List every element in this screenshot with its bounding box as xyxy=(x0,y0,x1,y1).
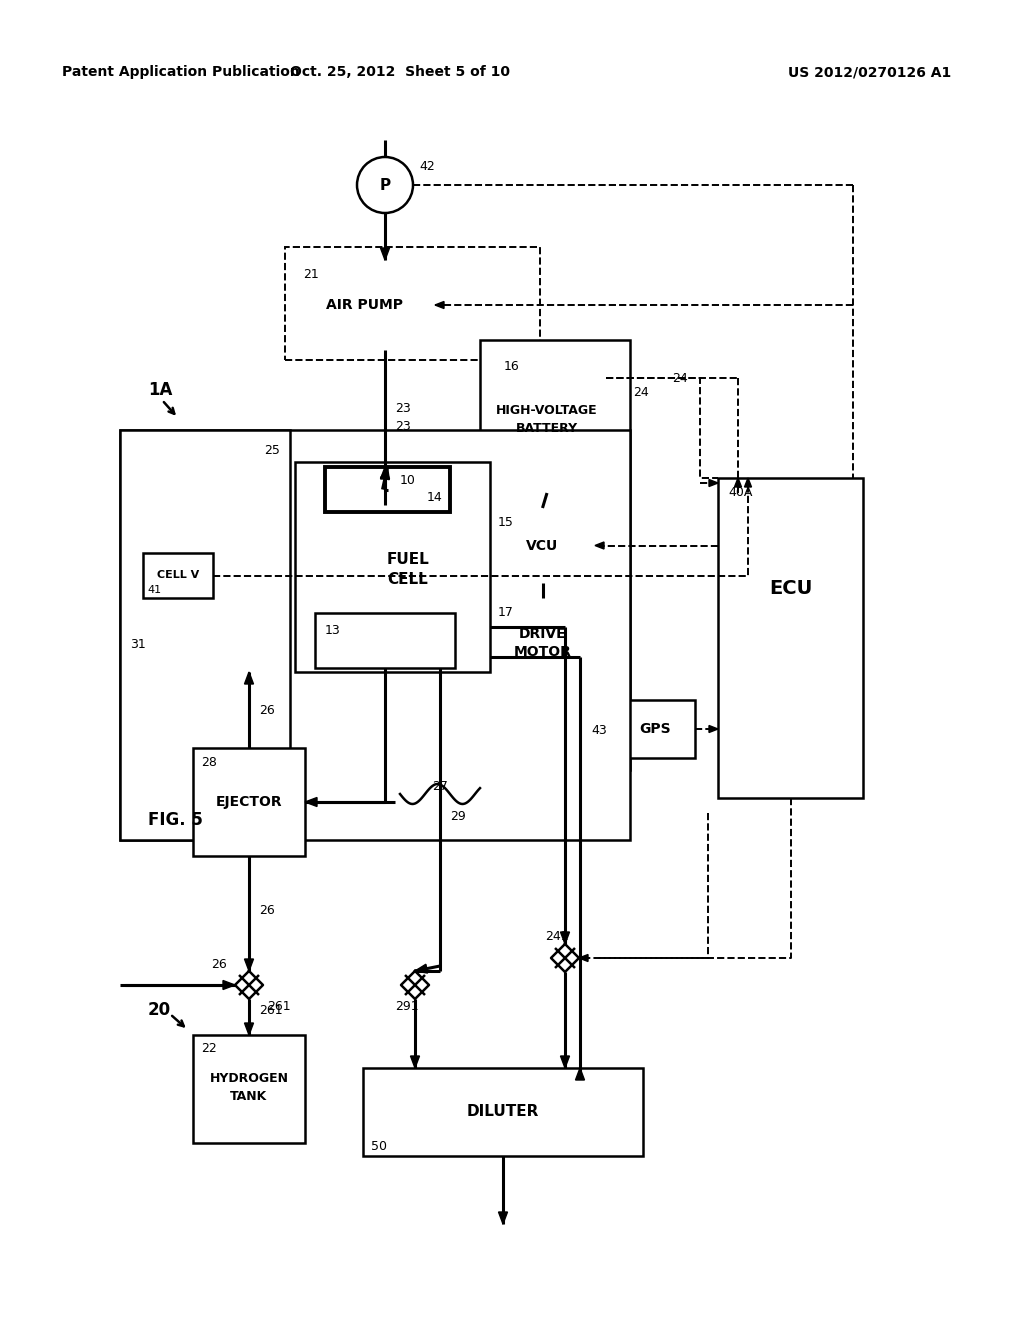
FancyBboxPatch shape xyxy=(490,598,595,688)
Text: P: P xyxy=(380,177,390,193)
Text: AIR PUMP: AIR PUMP xyxy=(327,298,403,312)
FancyBboxPatch shape xyxy=(143,553,213,598)
Text: 50: 50 xyxy=(371,1139,387,1152)
Polygon shape xyxy=(305,797,317,807)
FancyBboxPatch shape xyxy=(488,348,606,492)
Text: 43: 43 xyxy=(591,723,607,737)
Text: 23: 23 xyxy=(395,401,411,414)
Polygon shape xyxy=(734,478,741,487)
Polygon shape xyxy=(744,478,752,487)
Text: BATTERY: BATTERY xyxy=(516,422,579,436)
Text: Patent Application Publication: Patent Application Publication xyxy=(62,65,300,79)
FancyBboxPatch shape xyxy=(315,612,455,668)
Text: 15: 15 xyxy=(498,516,514,528)
Text: 28: 28 xyxy=(201,755,217,768)
Text: ECU: ECU xyxy=(769,578,812,598)
Text: VCU: VCU xyxy=(526,539,559,553)
Text: 261: 261 xyxy=(267,1001,291,1014)
Polygon shape xyxy=(415,964,428,973)
Polygon shape xyxy=(245,672,254,684)
Text: 26: 26 xyxy=(211,958,227,972)
Text: FUEL: FUEL xyxy=(386,552,429,566)
Text: 29: 29 xyxy=(450,809,466,822)
FancyBboxPatch shape xyxy=(120,430,290,840)
Polygon shape xyxy=(709,726,718,733)
Text: 241: 241 xyxy=(545,929,568,942)
FancyBboxPatch shape xyxy=(193,1035,305,1143)
Text: 1A: 1A xyxy=(148,381,172,399)
Text: GPS: GPS xyxy=(639,722,671,737)
FancyBboxPatch shape xyxy=(295,462,490,672)
FancyBboxPatch shape xyxy=(295,260,435,350)
Text: 20: 20 xyxy=(148,1001,171,1019)
Text: 31: 31 xyxy=(130,639,145,652)
Polygon shape xyxy=(411,1056,420,1068)
Text: 16: 16 xyxy=(504,359,520,372)
Text: 42: 42 xyxy=(419,161,435,173)
Text: 13: 13 xyxy=(325,624,341,638)
Polygon shape xyxy=(579,954,588,961)
FancyBboxPatch shape xyxy=(490,508,595,583)
Polygon shape xyxy=(245,960,254,972)
FancyBboxPatch shape xyxy=(362,1068,643,1156)
Text: MOTOR: MOTOR xyxy=(514,645,571,659)
Polygon shape xyxy=(381,467,389,479)
Polygon shape xyxy=(381,467,389,479)
Text: 14: 14 xyxy=(426,491,442,504)
FancyBboxPatch shape xyxy=(615,700,695,758)
Polygon shape xyxy=(575,1068,585,1080)
Text: 261: 261 xyxy=(259,1003,283,1016)
Text: 10: 10 xyxy=(399,474,416,487)
FancyBboxPatch shape xyxy=(120,430,630,840)
Text: Oct. 25, 2012  Sheet 5 of 10: Oct. 25, 2012 Sheet 5 of 10 xyxy=(290,65,510,79)
Text: 40A: 40A xyxy=(728,486,753,499)
Polygon shape xyxy=(499,1212,508,1224)
Text: 22: 22 xyxy=(201,1043,217,1056)
Text: 24: 24 xyxy=(672,371,688,384)
Polygon shape xyxy=(560,1056,569,1068)
FancyBboxPatch shape xyxy=(285,247,540,360)
Text: US 2012/0270126 A1: US 2012/0270126 A1 xyxy=(788,65,951,79)
Text: 41: 41 xyxy=(147,585,161,595)
Polygon shape xyxy=(560,932,569,944)
Polygon shape xyxy=(595,543,604,549)
Text: HIGH-VOLTAGE: HIGH-VOLTAGE xyxy=(497,404,598,417)
Text: 26: 26 xyxy=(259,903,274,916)
Text: 17: 17 xyxy=(498,606,514,619)
FancyBboxPatch shape xyxy=(718,478,863,799)
Text: CELL V: CELL V xyxy=(157,570,199,581)
Text: 25: 25 xyxy=(264,444,280,457)
Text: 21: 21 xyxy=(303,268,318,281)
Text: 24: 24 xyxy=(633,387,649,400)
Polygon shape xyxy=(245,1023,254,1035)
Text: 27: 27 xyxy=(432,780,447,793)
Text: DILUTER: DILUTER xyxy=(467,1105,540,1119)
Polygon shape xyxy=(709,479,718,487)
Text: DRIVE: DRIVE xyxy=(519,627,566,642)
FancyBboxPatch shape xyxy=(325,467,450,512)
Text: FIG. 5: FIG. 5 xyxy=(148,810,203,829)
FancyBboxPatch shape xyxy=(480,341,630,770)
Text: HYDROGEN: HYDROGEN xyxy=(210,1072,289,1085)
Text: TANK: TANK xyxy=(230,1090,267,1104)
Text: EJECTOR: EJECTOR xyxy=(216,795,283,809)
Text: CELL: CELL xyxy=(387,572,428,586)
Polygon shape xyxy=(223,981,234,990)
Text: 291: 291 xyxy=(395,1001,419,1014)
Polygon shape xyxy=(381,248,389,260)
Text: 26: 26 xyxy=(259,704,274,717)
FancyBboxPatch shape xyxy=(193,748,305,855)
Polygon shape xyxy=(435,301,444,309)
Text: 23: 23 xyxy=(395,420,411,433)
